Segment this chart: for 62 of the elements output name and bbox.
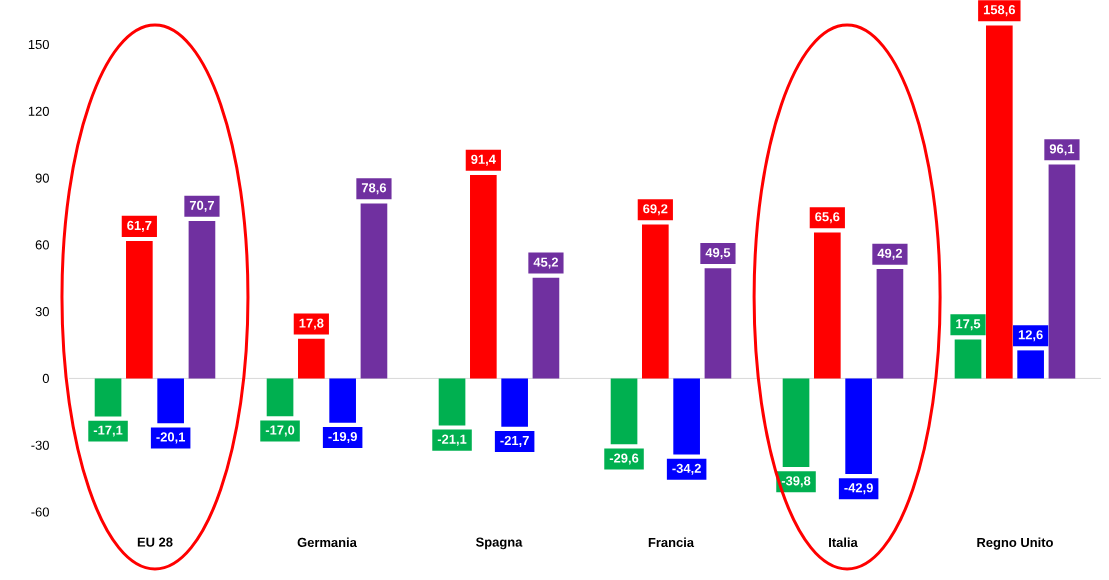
x-tick-label: Germania [297,537,357,548]
bar [298,338,325,379]
data-label: -20,1 [156,432,186,444]
bar [845,378,872,474]
x-tick-label: Francia [648,537,695,548]
bar [188,221,216,379]
y-tick-label: -60 [31,507,49,517]
data-label: -19,9 [328,431,357,443]
bar [704,268,732,379]
bar [954,339,982,379]
bar [1048,164,1076,379]
y-tick-label: 90 [35,173,49,183]
data-label: 17,5 [956,319,981,331]
bar [157,378,184,424]
data-label: 12,6 [1018,330,1043,342]
data-label: -34,2 [672,463,701,475]
bar [94,378,122,417]
y-tick-label: 120 [28,106,49,116]
bar [470,174,497,379]
bar [673,378,700,455]
data-label: -21,1 [437,434,467,446]
bar [782,378,810,468]
data-label: 65,6 [815,212,840,224]
data-label: 61,7 [127,220,152,232]
y-tick-label: 30 [35,307,49,317]
data-label: 91,4 [471,154,496,166]
y-tick-label: 60 [35,240,49,250]
x-tick-label: Italia [829,537,858,548]
data-label: -17,1 [93,425,123,437]
data-label: -17,0 [265,425,295,437]
bar [329,378,356,423]
data-label: 49,2 [877,248,903,260]
data-label: -39,8 [781,476,811,488]
data-label: 45,2 [533,257,559,269]
data-label: -29,6 [609,453,639,465]
y-tick-label: 150 [28,39,49,50]
x-tick-label: Spagna [475,537,523,550]
data-label: -42,9 [844,483,873,495]
data-label: 78,6 [361,183,387,195]
bar [532,277,560,379]
data-label: 96,1 [1049,144,1075,156]
data-label: 69,2 [643,204,668,216]
bar [126,241,153,379]
bar [266,378,294,417]
bar [876,268,904,379]
bar [985,25,1013,379]
bar [438,378,466,426]
bar [360,203,388,379]
data-label: 158,6 [983,5,1016,17]
data-label: 49,5 [705,247,731,260]
data-label: 70,7 [189,200,214,212]
bar [814,232,841,379]
bar [610,378,638,445]
y-tick-label: 0 [42,373,49,384]
y-tick-label: -30 [31,440,49,450]
x-tick-label: Regno Unito [977,537,1053,550]
data-label: 17,8 [299,318,324,330]
bar [501,378,528,427]
x-tick-label: EU 28 [137,537,173,547]
data-label: -21,7 [500,435,529,447]
bar [1017,350,1044,379]
bar [642,224,669,379]
